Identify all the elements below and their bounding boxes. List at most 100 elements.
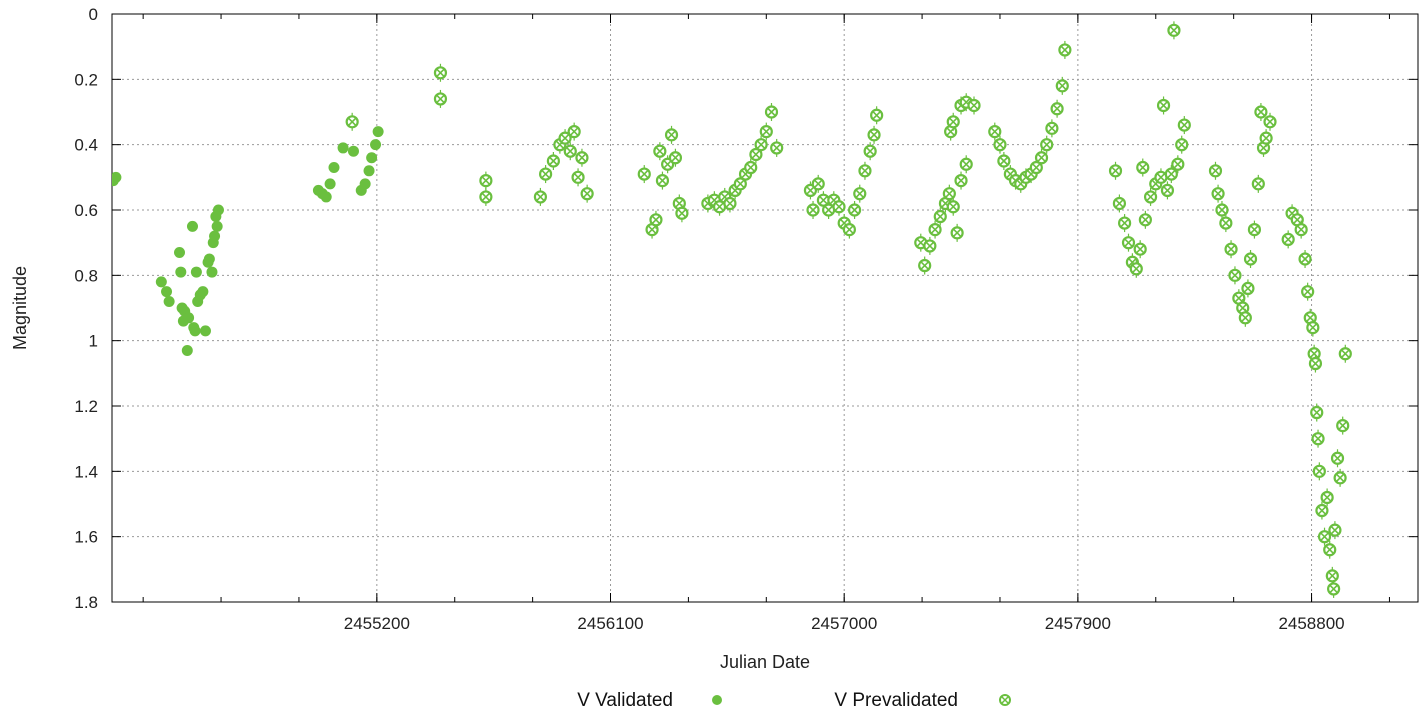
validated-point <box>190 325 201 336</box>
prevalidated-point <box>994 136 1005 154</box>
prevalidated-point <box>1316 502 1327 520</box>
y-tick-label: 1.2 <box>74 397 98 416</box>
x-tick-label: 2457900 <box>1045 614 1111 633</box>
prevalidated-point <box>1041 136 1052 154</box>
prevalidated-point <box>1340 345 1351 363</box>
validated-point <box>366 152 377 163</box>
legend: V Validated V Prevalidated <box>577 690 1010 711</box>
y-tick-label: 0.2 <box>74 70 98 89</box>
plot-frame <box>112 14 1418 602</box>
prevalidated-point <box>1158 96 1169 114</box>
validated-point <box>156 276 167 287</box>
prevalidated-point <box>1145 188 1156 206</box>
prevalidated-point <box>871 106 882 124</box>
validated-point <box>321 191 332 202</box>
y-tick-label: 0.8 <box>74 266 98 285</box>
validated-point <box>200 325 211 336</box>
prevalidated-point <box>1162 181 1173 199</box>
legend-marker-validated <box>712 695 722 705</box>
x-axis: 2455200 2456100 2457000 2457900 2458800 <box>143 14 1389 633</box>
validated-point <box>212 221 223 232</box>
grid-lines <box>112 14 1418 602</box>
prevalidated-point <box>1168 21 1179 39</box>
validated-point <box>175 267 186 278</box>
prevalidated-point <box>1052 100 1063 118</box>
validated-point <box>174 247 185 258</box>
y-tick-label: 1 <box>89 332 98 351</box>
prevalidated-point <box>808 201 819 219</box>
prevalidated-point <box>480 188 491 206</box>
prevalidated-point <box>1176 136 1187 154</box>
y-tick-label: 1.4 <box>74 462 98 481</box>
prevalidated-point <box>869 126 880 144</box>
prevalidated-point <box>919 257 930 275</box>
x-tick-label: 2455200 <box>344 614 410 633</box>
prevalidated-point <box>859 162 870 180</box>
prevalidated-point <box>1314 462 1325 480</box>
legend-label-validated: V Validated <box>577 690 673 711</box>
prevalidated-point <box>1210 162 1221 180</box>
prevalidated-point <box>1123 234 1134 252</box>
y-tick-label: 1.6 <box>74 528 98 547</box>
prevalidated-point <box>1110 162 1121 180</box>
validated-point <box>338 142 349 153</box>
prevalidated-point <box>1327 567 1338 585</box>
prevalidated-point <box>639 165 650 183</box>
prevalidated-point <box>1337 417 1348 435</box>
validated-point <box>204 254 215 265</box>
y-tick-label: 0 <box>89 5 98 24</box>
validated-point <box>110 172 121 183</box>
prevalidated-point <box>666 126 677 144</box>
validated-point <box>183 312 194 323</box>
validated-point <box>360 178 371 189</box>
y-tick-label: 0.6 <box>74 201 98 220</box>
prevalidated-point <box>576 149 587 167</box>
prevalidated-point <box>766 103 777 121</box>
prevalidated-point <box>998 152 1009 170</box>
prevalidated-point <box>1300 250 1311 268</box>
y-axis-title: Magnitude <box>10 266 30 350</box>
prevalidated-point <box>657 172 668 190</box>
data-points <box>108 21 1351 598</box>
prevalidated-point <box>1253 175 1264 193</box>
prevalidated-point <box>1213 185 1224 203</box>
validated-point <box>325 178 336 189</box>
prevalidated-point <box>435 64 446 82</box>
prevalidated-point <box>1226 240 1237 258</box>
prevalidated-point <box>1229 266 1240 284</box>
prevalidated-point <box>930 221 941 239</box>
prevalidated-point <box>540 165 551 183</box>
prevalidated-point <box>849 201 860 219</box>
prevalidated-point <box>865 142 876 160</box>
y-axis: 0 0.2 0.4 0.6 0.8 1 1.2 1.4 1.6 1.8 <box>74 5 1418 612</box>
prevalidated-point <box>347 113 358 131</box>
prevalidated-point <box>1137 159 1148 177</box>
prevalidated-point <box>1245 250 1256 268</box>
x-tick-label: 2456100 <box>577 614 643 633</box>
x-tick-label: 2457000 <box>811 614 877 633</box>
validated-point <box>373 126 384 137</box>
prevalidated-point <box>582 185 593 203</box>
prevalidated-point <box>573 168 584 186</box>
prevalidated-point <box>1313 430 1324 448</box>
prevalidated-point <box>1332 449 1343 467</box>
prevalidated-point <box>1140 211 1151 229</box>
y-tick-label: 1.8 <box>74 593 98 612</box>
prevalidated-point <box>935 208 946 226</box>
prevalidated-point <box>961 155 972 173</box>
prevalidated-point <box>1283 230 1294 248</box>
prevalidated-point <box>1119 214 1130 232</box>
prevalidated-point <box>1046 119 1057 137</box>
validated-point <box>191 267 202 278</box>
prevalidated-point <box>761 123 772 141</box>
validated-point <box>348 146 359 157</box>
prevalidated-point <box>956 172 967 190</box>
prevalidated-point <box>771 139 782 157</box>
validated-point <box>364 165 375 176</box>
x-axis-title: Julian Date <box>720 652 810 672</box>
validated-point <box>182 345 193 356</box>
prevalidated-point <box>1249 221 1260 239</box>
prevalidated-point <box>1179 116 1190 134</box>
prevalidated-point <box>548 152 559 170</box>
